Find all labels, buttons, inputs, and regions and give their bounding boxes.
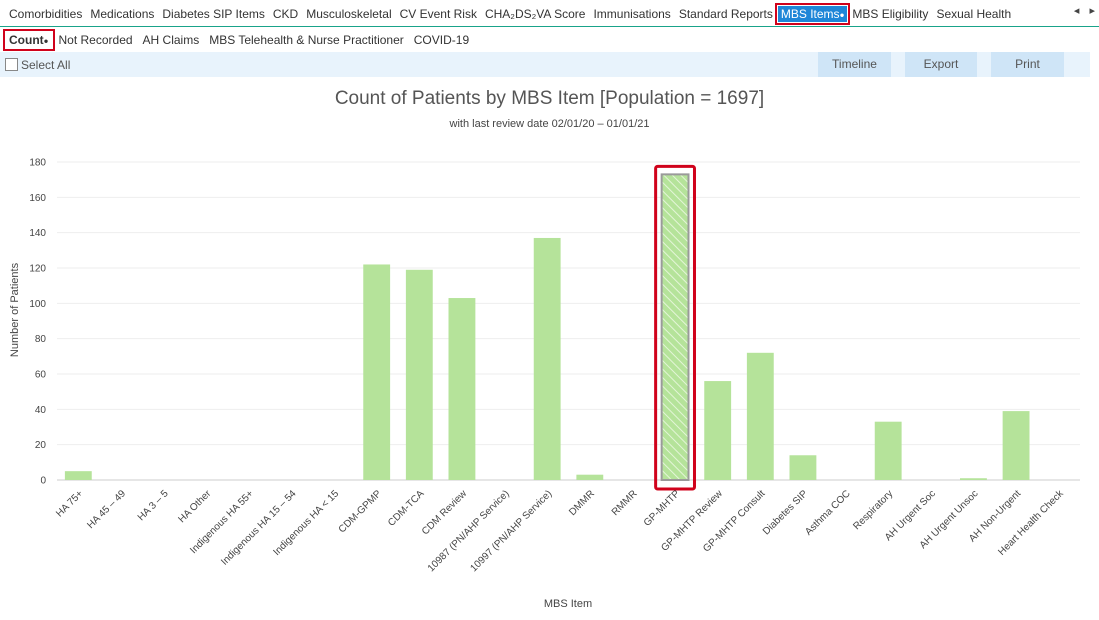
tab-ckd[interactable]: CKD: [272, 7, 299, 21]
bar-cdm-gpmp[interactable]: [363, 264, 391, 480]
sub-tab-bar: Count● Not Recorded AH Claims MBS Telehealt…: [0, 27, 476, 51]
x-tick-label: CDM-TCA: [386, 488, 427, 529]
subtab-ah-claims[interactable]: AH Claims: [142, 33, 200, 47]
y-tick-label: 100: [29, 299, 46, 310]
y-tick-label: 180: [29, 158, 46, 169]
x-tick-label: CDM-GPMP: [337, 488, 384, 535]
x-tick-label: HA 3 – 5: [136, 488, 171, 523]
toolbar: Select All Timeline Export Print: [0, 52, 1090, 77]
x-tick-label: HA 75+: [54, 488, 85, 519]
tab-standard-reports[interactable]: Standard Reports: [678, 7, 773, 21]
print-button[interactable]: Print: [991, 52, 1064, 77]
bar-gp-mhtp-review[interactable]: [704, 381, 732, 480]
x-tick-label: Respiratory: [851, 488, 895, 532]
bar-gp-mhtp[interactable]: [660, 173, 690, 481]
y-tick-label: 40: [35, 405, 47, 416]
y-tick-label: 60: [35, 370, 47, 381]
x-tick-label: HA Other: [176, 488, 213, 525]
tab-medications[interactable]: Medications: [90, 7, 155, 21]
bar-cdm-review[interactable]: [448, 298, 476, 480]
bar-chart: 0 20 40 60 80 100 120 140 160 180 HA 75+ HA 45 – 4…: [9, 158, 1080, 610]
y-tick-label: 20: [35, 440, 47, 451]
bar-10997-pn-ahp-service[interactable]: [533, 237, 561, 480]
tab-sexual-health[interactable]: Sexual Health: [936, 7, 1012, 21]
x-tick-label: Indigenous HA 15 – 54: [219, 488, 299, 568]
timeline-button[interactable]: Timeline: [818, 52, 891, 77]
subtab-mbs-telehealth-nurse-practitioner[interactable]: MBS Telehealth & Nurse Practitioner: [209, 33, 404, 47]
y-axis-label: Number of Patients: [9, 262, 21, 357]
bar-diabetes-sip[interactable]: [789, 455, 817, 480]
tab-immunisations[interactable]: Immunisations: [593, 7, 671, 21]
y-tick-label: 80: [35, 334, 47, 345]
x-tick-label: GP-MHTP: [642, 488, 683, 529]
tab-diabetes-sip-items[interactable]: Diabetes SIP Items: [162, 7, 265, 21]
y-tick-label: 120: [29, 264, 46, 275]
x-tick-label: 10997 (PN/AHP Service): [468, 488, 554, 574]
tab-mbs-eligibility[interactable]: MBS Eligibility: [852, 7, 929, 21]
active-marker-icon: ●: [43, 36, 49, 46]
chart-subtitle: with last review date 02/01/20 – 01/01/2…: [449, 118, 650, 130]
chart-title: Count of Patients by MBS Item [Populatio…: [334, 88, 765, 109]
active-marker-icon: ●: [839, 10, 845, 20]
bar-ah-non-urgent[interactable]: [1002, 411, 1030, 480]
module-tab-bar: Comorbidities Medications Diabetes SIP Ite…: [0, 0, 1099, 27]
tab-scroll: ◂ ▸: [1067, 4, 1095, 17]
bar-respiratory[interactable]: [874, 421, 902, 480]
tab-cv-event-risk[interactable]: CV Event Risk: [399, 7, 477, 21]
x-tick-label: 10987 (PN/AHP Service): [426, 488, 512, 574]
bar-ah-urgent-unsoc[interactable]: [960, 478, 987, 480]
subtab-not-recorded[interactable]: Not Recorded: [58, 33, 133, 47]
y-tick-label: 140: [29, 228, 46, 239]
export-button[interactable]: Export: [905, 52, 977, 77]
y-tick-label: 0: [40, 476, 46, 487]
subtab-count[interactable]: Count●: [3, 29, 55, 51]
bar-ha-75[interactable]: [64, 471, 92, 480]
bar-dmmr[interactable]: [576, 474, 604, 480]
bar-gp-mhtp-consult[interactable]: [746, 352, 774, 480]
highlight-box: [654, 164, 696, 491]
tab-comorbidities[interactable]: Comorbidities: [9, 7, 83, 21]
y-tick-label: 160: [29, 193, 46, 204]
scroll-right-icon[interactable]: ▸: [1089, 5, 1095, 17]
bar-cdm-tca[interactable]: [405, 269, 433, 480]
select-all-checkbox[interactable]: [5, 58, 18, 71]
x-axis-label: MBS Item: [544, 598, 592, 610]
x-tick-label: Asthma COC: [803, 488, 852, 537]
subtab-covid-19[interactable]: COVID-19: [413, 33, 470, 47]
x-tick-label: RMMR: [610, 488, 640, 518]
tab-mbs-items[interactable]: MBS Items●: [774, 3, 851, 25]
tab-musculoskeletal[interactable]: Musculoskeletal: [306, 7, 392, 21]
x-tick-label: DMMR: [567, 488, 597, 518]
select-all-label[interactable]: Select All: [21, 58, 71, 72]
x-tick-label: HA 45 – 49: [85, 488, 128, 531]
tab-cha-ds-va-score[interactable]: CHA₂DS₂VA Score: [484, 7, 586, 21]
scroll-left-icon[interactable]: ◂: [1073, 5, 1080, 17]
